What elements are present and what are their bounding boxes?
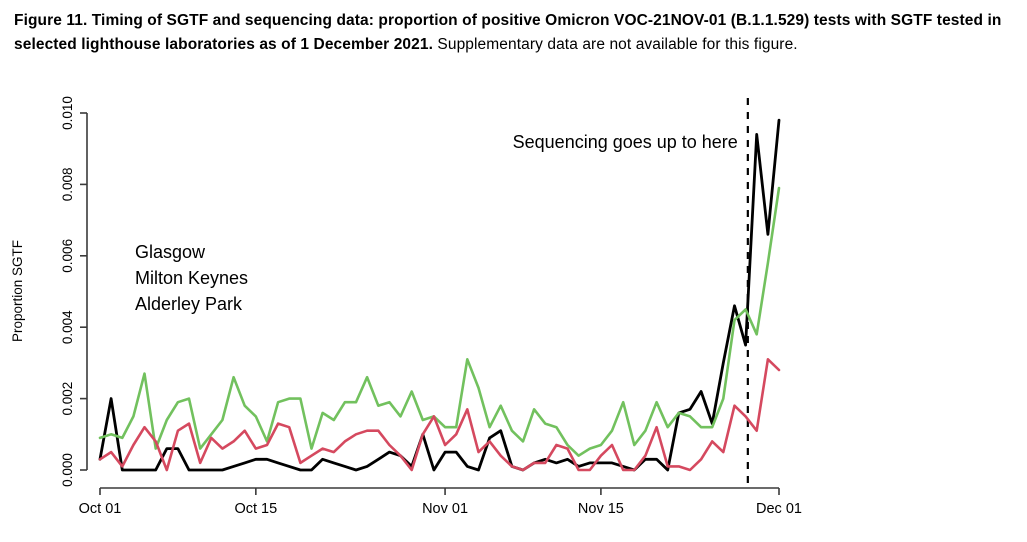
sequencing-annotation: Sequencing goes up to here <box>513 132 738 152</box>
series-line-alderley-park <box>98 357 781 472</box>
y-tick-label: 0.010 <box>60 96 75 130</box>
x-tick-label: Oct 15 <box>234 501 277 517</box>
series-line-milton-keynes <box>98 186 781 458</box>
figure-caption: Figure 11. Timing of SGTF and sequencing… <box>14 9 1018 57</box>
series-line-glasgow <box>98 118 781 472</box>
legend-label-alderley-park: Alderley Park <box>135 294 243 314</box>
figure-caption-regular: Supplementary data are not available for… <box>433 36 798 53</box>
y-tick-label: 0.006 <box>60 239 75 273</box>
y-tick-label: 0.004 <box>60 310 75 344</box>
legend-label-glasgow: Glasgow <box>135 242 206 262</box>
y-tick-label: 0.008 <box>60 168 75 202</box>
x-tick-label: Nov 15 <box>578 501 624 517</box>
y-axis-title: Proportion SGTF <box>10 240 25 342</box>
x-tick-label: Dec 01 <box>756 501 802 517</box>
x-tick-label: Nov 01 <box>422 501 468 517</box>
figure-caption-bold: Figure 11. Timing of SGTF and sequencing… <box>14 12 1002 53</box>
y-tick-label: 0.002 <box>60 382 75 416</box>
y-tick-label: 0.000 <box>60 453 75 487</box>
x-tick-label: Oct 01 <box>79 501 122 517</box>
legend-label-milton-keynes: Milton Keynes <box>135 268 248 288</box>
